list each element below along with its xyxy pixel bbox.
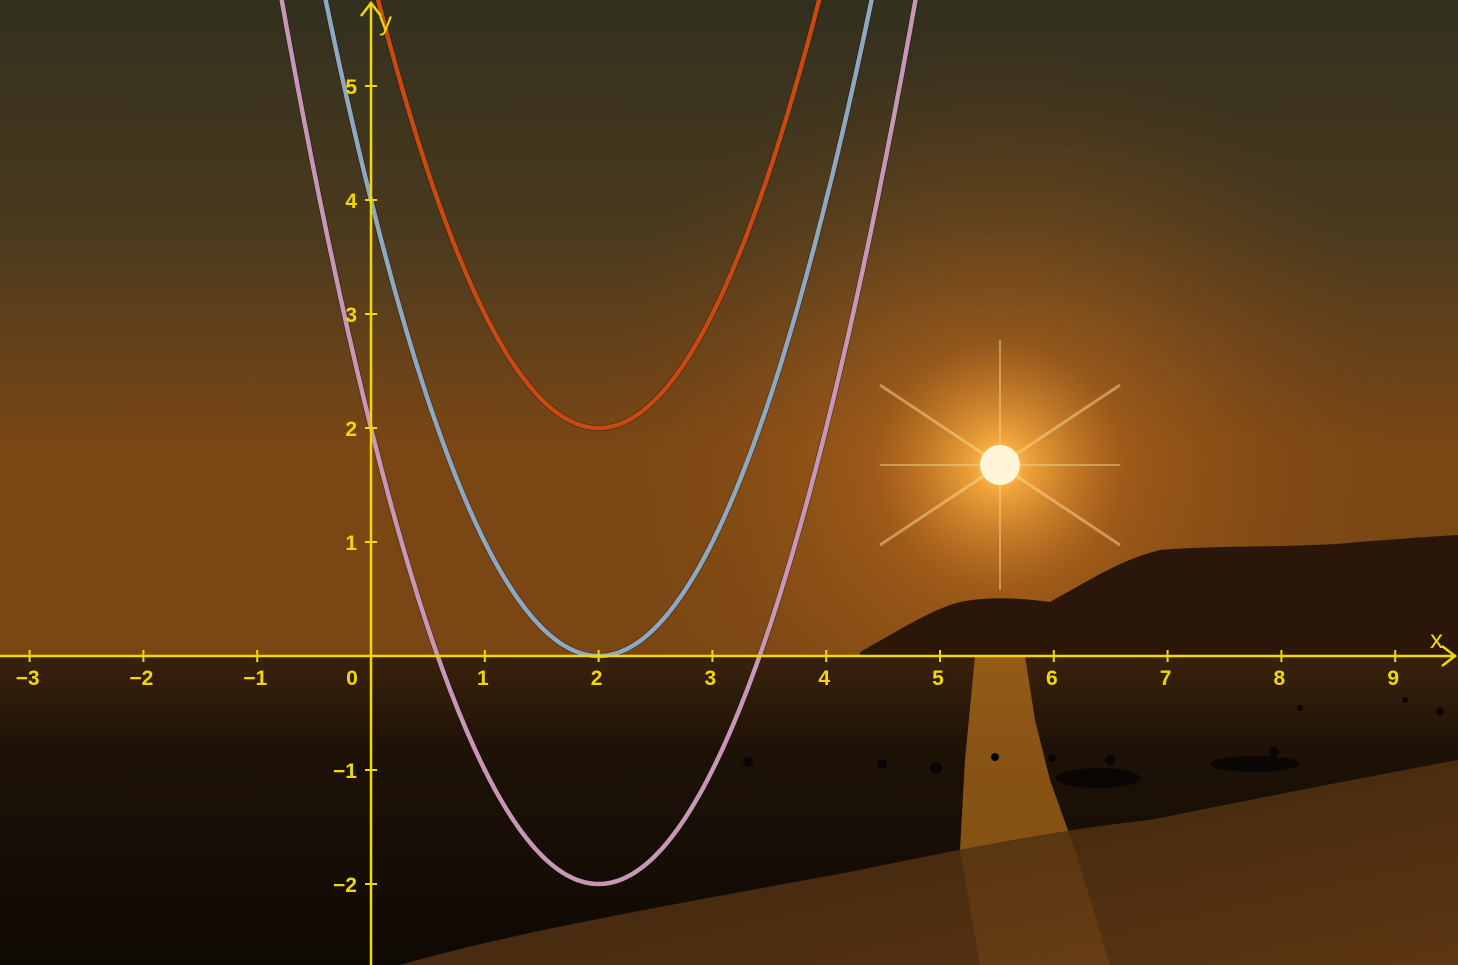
y-tick-label: −1 xyxy=(333,760,357,783)
sun xyxy=(980,445,1020,485)
parabola-series-1 xyxy=(375,0,822,431)
y-tick-label: 5 xyxy=(345,76,357,99)
parabola-series-3 xyxy=(279,0,918,887)
x-tick-label: 7 xyxy=(1160,667,1172,690)
x-tick-label: −2 xyxy=(129,667,153,690)
x-tick-label: 4 xyxy=(818,667,830,690)
x-tick-label: 3 xyxy=(705,667,717,690)
y-tick-label: 4 xyxy=(345,190,357,213)
y-tick-label: 3 xyxy=(345,304,357,327)
x-tick-label: 2 xyxy=(591,667,603,690)
x-axis-label: x xyxy=(1430,624,1443,654)
x-tick-label: 5 xyxy=(932,667,944,690)
sun-flare xyxy=(879,340,1121,590)
y-axis-label: y xyxy=(379,6,392,36)
x-tick-label: −1 xyxy=(243,667,267,690)
y-axis-arrow xyxy=(360,0,382,17)
x-tick-label: 0 xyxy=(346,667,358,690)
x-axis-arrow xyxy=(1441,645,1458,667)
x-tick-label: 8 xyxy=(1274,667,1286,690)
y-tick-label: 1 xyxy=(345,532,357,555)
x-tick-label: 9 xyxy=(1387,667,1399,690)
x-tick-label: 1 xyxy=(477,667,489,690)
sun-glow xyxy=(0,0,1458,656)
y-tick-label: −2 xyxy=(333,874,357,897)
swimmers xyxy=(743,697,1444,788)
shoreline-wave xyxy=(400,760,1458,965)
x-tick-label: −3 xyxy=(16,667,40,690)
x-tick-label: 6 xyxy=(1046,667,1058,690)
y-tick-label: 2 xyxy=(345,418,357,441)
hills-silhouette xyxy=(860,535,1458,656)
